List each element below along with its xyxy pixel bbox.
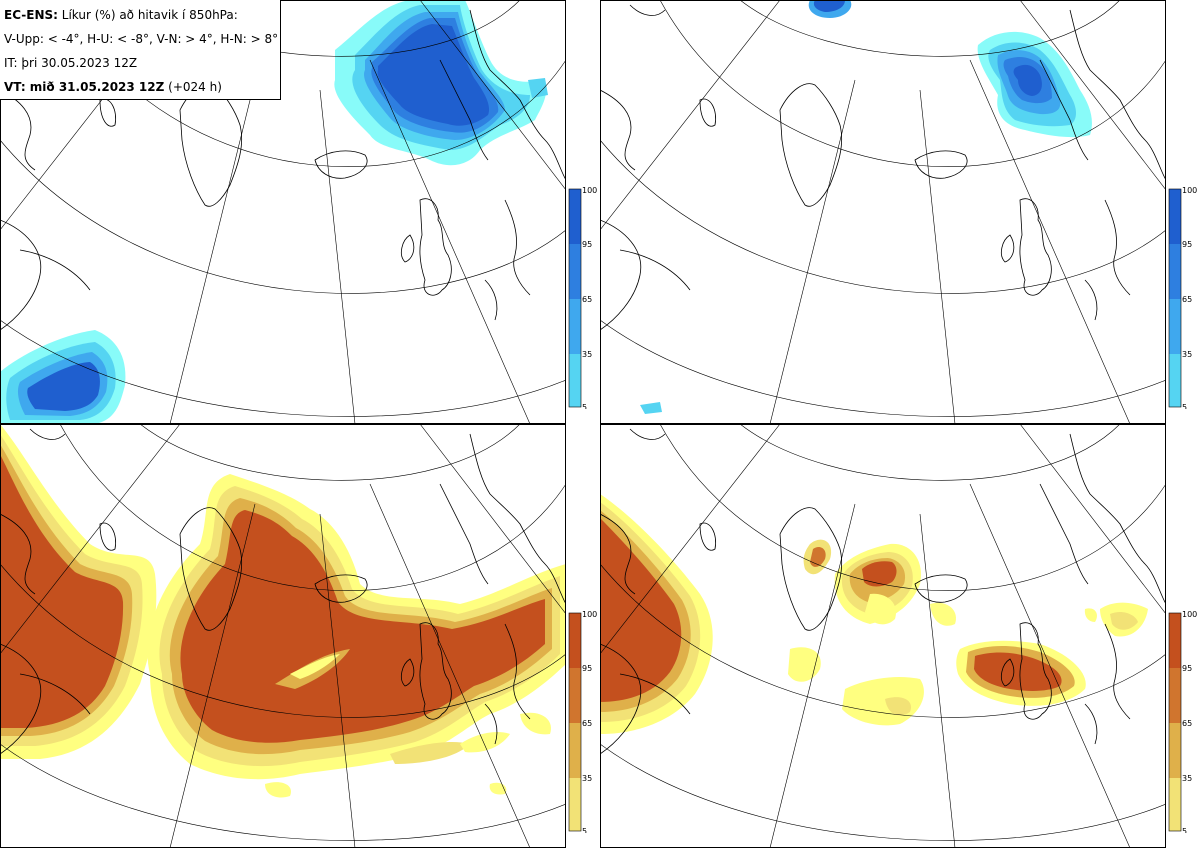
colorbar-orange-scale: 100 95 65 35 5 (1168, 610, 1197, 836)
colorbar-blue-h-u: 100 95 65 35 5 (1166, 186, 1200, 412)
colorbar-blue-v-upp: 100 95 65 35 5 (566, 186, 600, 412)
colorbar-segment (569, 613, 581, 668)
map-panel-v-upp (0, 0, 566, 424)
colorbar-segment (1169, 189, 1181, 244)
colorbar-tick-label: 65 (1182, 295, 1192, 304)
colorbar-orange-v-n: 100 95 65 35 5 (566, 610, 600, 836)
map-panel-h-n (600, 424, 1166, 848)
colorbar-tick-label: 5 (1182, 827, 1187, 833)
colorbar-segment (569, 299, 581, 354)
colorbar-tick-label: 5 (582, 403, 587, 409)
colorbar-tick-label: 65 (1182, 719, 1192, 728)
colorbar-tick-label: 100 (1182, 187, 1197, 195)
colorbar-blue-scale: 100 95 65 35 5 (1168, 186, 1197, 412)
title-line: EC-ENS: Líkur (%) að hitavik í 850hPa: (4, 3, 276, 27)
colorbar-tick-label: 100 (582, 187, 597, 195)
model-label: EC-ENS: (4, 8, 58, 22)
graticule (600, 0, 1166, 424)
map-panel-h-u (600, 0, 1166, 424)
coastlines (600, 4, 1166, 331)
coastlines (600, 428, 1166, 755)
colorbar-tick-label: 95 (1182, 240, 1192, 249)
colorbar-tick-label: 35 (582, 350, 592, 359)
colorbar-tick-label: 95 (582, 240, 592, 249)
colorbar-tick-label: 95 (582, 664, 592, 673)
colorbar-segment (569, 189, 581, 244)
colorbar-segment (569, 244, 581, 299)
probability-orange-shading (0, 424, 566, 798)
map-h-n (600, 424, 1166, 848)
coastlines (0, 428, 566, 755)
colorbar-tick-label: 35 (582, 774, 592, 783)
probability-blue-shading (0, 0, 548, 424)
colorbar-segment (1169, 778, 1181, 831)
colorbar-segment (1169, 299, 1181, 354)
colorbar-blue-scale: 100 95 65 35 5 (568, 186, 597, 412)
map-h-u (600, 0, 1166, 424)
valid-time: VT: mið 31.05.2023 12Z (4, 80, 165, 94)
graticule (0, 424, 566, 848)
threshold-legend: V-Upp: < -4°, H-U: < -8°, V-N: > 4°, H-N… (4, 32, 279, 46)
colorbar-tick-label: 65 (582, 719, 592, 728)
lead-time: (+024 h) (168, 80, 222, 94)
colorbar-segment (569, 668, 581, 723)
colorbar-tick-label: 5 (582, 827, 587, 833)
graticule (600, 424, 1166, 848)
colorbar-segment (1169, 723, 1181, 778)
colorbar-tick-label: 65 (582, 295, 592, 304)
probability-orange-shading (600, 494, 1148, 734)
colorbar-segment (1169, 668, 1181, 723)
colorbar-segment (569, 354, 581, 407)
colorbar-orange-h-n: 100 95 65 35 5 (1166, 610, 1200, 836)
colorbar-tick-label: 5 (1182, 403, 1187, 409)
colorbar-segment (1169, 354, 1181, 407)
colorbar-tick-label: 35 (1182, 350, 1192, 359)
map-v-upp (0, 0, 566, 424)
colorbar-tick-label: 35 (1182, 774, 1192, 783)
colorbar-segment (569, 723, 581, 778)
colorbar-tick-label: 100 (582, 611, 597, 619)
valid-time-line: VT: mið 31.05.2023 12Z (+024 h) (4, 75, 276, 99)
colorbar-tick-label: 100 (1182, 611, 1197, 619)
map-v-n (0, 424, 566, 848)
colorbar-segment (1169, 613, 1181, 668)
colorbar-orange-scale: 100 95 65 35 5 (568, 610, 597, 836)
init-time: IT: þri 30.05.2023 12Z (4, 56, 138, 70)
colorbar-segment (569, 778, 581, 831)
map-panel-v-n (0, 424, 566, 848)
colorbar-segment (1169, 244, 1181, 299)
forecast-info-box: EC-ENS: Líkur (%) að hitavik í 850hPa: V… (0, 0, 281, 100)
colorbar-tick-label: 95 (1182, 664, 1192, 673)
title-text: Líkur (%) að hitavik í 850hPa: (61, 8, 238, 22)
probability-blue-shading (640, 0, 1092, 414)
